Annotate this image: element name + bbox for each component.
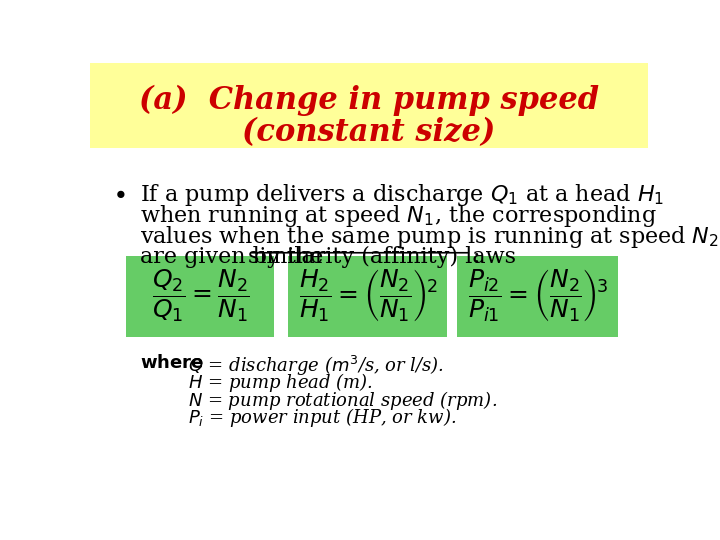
Text: are given by the: are given by the <box>140 246 330 268</box>
Text: $\dfrac{Q_2}{Q_1} = \dfrac{N_2}{N_1}$: $\dfrac{Q_2}{Q_1} = \dfrac{N_2}{N_1}$ <box>151 267 249 323</box>
FancyBboxPatch shape <box>126 256 274 337</box>
Text: $\bf{where}$: $\bf{where}$ <box>140 354 204 372</box>
Text: $H$ = pump head (m).: $H$ = pump head (m). <box>188 371 372 394</box>
Text: :: : <box>472 246 480 268</box>
Text: $P_i$ = power input (HP, or kw).: $P_i$ = power input (HP, or kw). <box>188 406 456 429</box>
Text: (a)  Change in pump speed: (a) Change in pump speed <box>139 85 599 116</box>
FancyBboxPatch shape <box>457 256 618 337</box>
Text: similarity (affinity) laws: similarity (affinity) laws <box>248 246 516 268</box>
Text: $\dfrac{P_{i2}}{P_{i1}} = \left(\dfrac{N_2}{N_1}\right)^{\!3}$: $\dfrac{P_{i2}}{P_{i1}} = \left(\dfrac{N… <box>467 267 608 324</box>
Text: (constant size): (constant size) <box>243 117 495 147</box>
Text: If a pump delivers a discharge $Q_1$ at a head $H_1$: If a pump delivers a discharge $Q_1$ at … <box>140 182 665 208</box>
Text: $N$ = pump rotational speed (rpm).: $N$ = pump rotational speed (rpm). <box>188 389 497 411</box>
FancyBboxPatch shape <box>288 256 447 337</box>
Text: $\bullet$: $\bullet$ <box>112 182 126 205</box>
Text: values when the same pump is running at speed $N_2$: values when the same pump is running at … <box>140 225 719 251</box>
Text: when running at speed $N_1$, the corresponding: when running at speed $N_1$, the corresp… <box>140 203 657 230</box>
Text: $\dfrac{H_2}{H_1} = \left(\dfrac{N_2}{N_1}\right)^{\!2}$: $\dfrac{H_2}{H_1} = \left(\dfrac{N_2}{N_… <box>299 267 437 324</box>
FancyBboxPatch shape <box>90 63 648 148</box>
Text: $Q$ = discharge ($m^3$/s, or l/s).: $Q$ = discharge ($m^3$/s, or l/s). <box>188 354 444 378</box>
